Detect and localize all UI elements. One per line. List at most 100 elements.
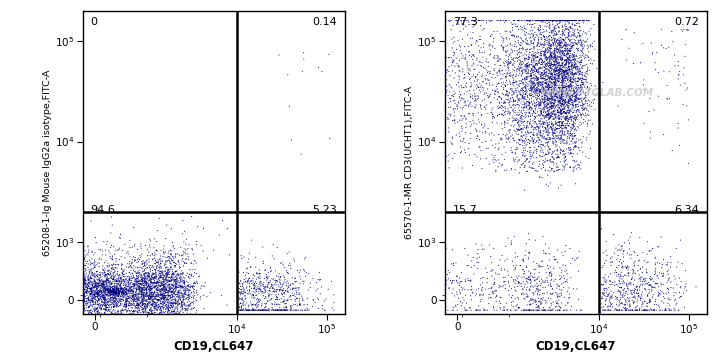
Point (488, 155, 500, 160)
Point (373, 292, 384, 297)
Point (552, 38, 564, 43)
Point (538, 69, 550, 75)
Point (475, 18, 487, 23)
Point (36, 356, 47, 361)
Point (162, 314, 173, 319)
Point (517, 77, 528, 82)
Point (141, 305, 153, 310)
Point (139, 280, 150, 286)
Point (548, 90, 559, 95)
Point (157, 290, 168, 296)
Point (590, 92, 602, 98)
Point (118, 272, 129, 278)
Point (531, 68, 543, 74)
Point (110, 291, 121, 297)
Point (544, 116, 556, 122)
Point (538, 150, 549, 156)
Point (129, 284, 140, 290)
Point (525, 277, 536, 282)
Point (33, 310, 45, 316)
Point (109, 303, 121, 309)
Point (18, 272, 29, 278)
Point (547, 138, 559, 144)
Point (521, 241, 532, 247)
Point (554, 72, 566, 78)
Point (74, 270, 85, 275)
Point (147, 303, 159, 309)
Point (87, 271, 98, 277)
Point (50, 286, 61, 292)
Point (520, 68, 531, 74)
Point (29, 296, 41, 301)
Point (123, 299, 134, 304)
Point (144, 271, 155, 277)
Point (433, 111, 444, 117)
Point (399, 58, 411, 64)
Point (482, 276, 493, 282)
Point (36, 307, 47, 313)
Point (547, 291, 559, 297)
Point (549, 112, 560, 118)
Point (373, 94, 384, 100)
Point (402, 46, 414, 52)
Point (42, 288, 54, 293)
Point (144, 286, 156, 292)
Point (440, 254, 452, 260)
Point (91, 301, 103, 307)
Point (578, 45, 589, 51)
Point (556, 42, 567, 48)
Point (90, 285, 102, 291)
Point (76, 300, 88, 305)
Point (148, 291, 159, 296)
Point (670, 302, 681, 308)
Point (106, 269, 117, 275)
Point (101, 292, 112, 298)
Point (35, 289, 47, 295)
Point (393, 291, 404, 297)
Point (52, 270, 63, 276)
Point (566, 92, 577, 98)
Point (373, 252, 384, 258)
Point (381, 57, 392, 63)
Point (158, 279, 169, 284)
Point (530, 299, 541, 305)
Point (107, 300, 118, 306)
Point (104, 297, 116, 303)
Point (581, 18, 592, 23)
Point (491, 86, 503, 92)
Point (453, 64, 465, 70)
Point (135, 295, 146, 301)
Point (279, 290, 290, 296)
Point (501, 29, 513, 34)
Point (113, 289, 125, 295)
Point (560, 100, 572, 106)
Point (560, 75, 572, 81)
Point (151, 277, 162, 283)
Point (264, 278, 276, 284)
Point (51, 291, 62, 297)
Point (550, 152, 561, 157)
Point (133, 270, 144, 276)
Point (89, 259, 101, 265)
Point (416, 305, 427, 311)
Point (144, 294, 156, 300)
Point (159, 235, 171, 241)
Point (553, 66, 564, 72)
Point (645, 277, 657, 283)
Point (541, 92, 552, 98)
Point (78, 305, 89, 311)
Point (546, 18, 558, 23)
Point (465, 278, 477, 284)
Point (576, 87, 587, 92)
Point (141, 302, 153, 308)
Point (579, 101, 591, 106)
Point (581, 38, 592, 44)
Point (510, 103, 521, 108)
Point (373, 282, 384, 288)
Point (511, 48, 523, 53)
Point (541, 101, 553, 106)
Point (83, 278, 94, 283)
Point (531, 168, 542, 174)
Point (533, 135, 544, 140)
Point (166, 272, 177, 278)
